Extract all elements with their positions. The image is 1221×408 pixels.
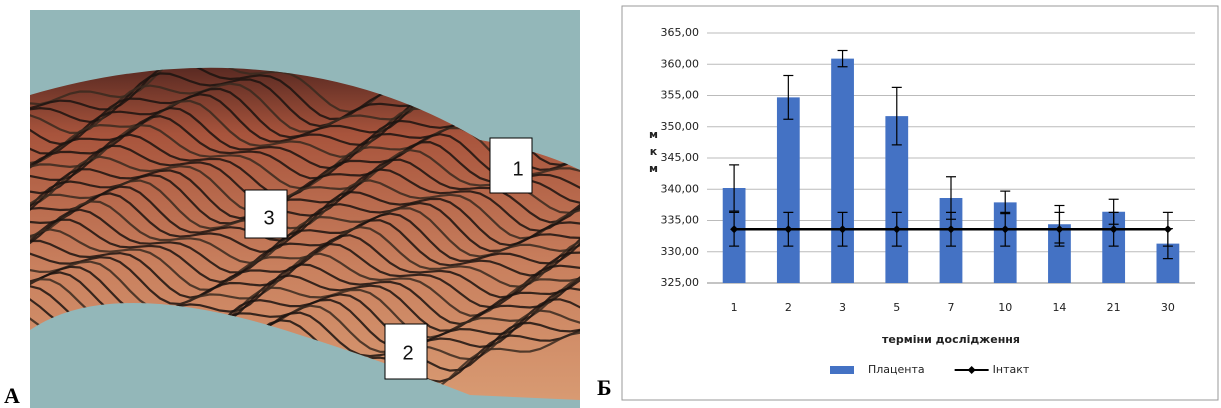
marker-box (384, 323, 428, 380)
y-tick-label: 365,00 (661, 26, 700, 39)
marker-label: 1 (512, 158, 523, 180)
legend-label: Інтакт (993, 363, 1030, 376)
y-tick-label: 325,00 (661, 276, 700, 289)
chart: 325,00 330,00 335,00 340,00 345,00 350,00 355,… (661, 26, 1195, 376)
y-axis-label: мкм (647, 128, 660, 179)
panel-label: Б (597, 375, 612, 400)
point (947, 225, 955, 234)
x-tick-label: 14 (1052, 301, 1066, 314)
legend-label: Плацента (868, 363, 925, 376)
x-tick-label: 30 (1161, 301, 1175, 314)
bar (1048, 224, 1071, 283)
x-tick-label: 10 (998, 301, 1012, 314)
lamella (30, 208, 580, 274)
x-tick-label: 7 (948, 301, 955, 314)
panel-label: А (4, 383, 20, 408)
legend-swatch (830, 366, 854, 374)
marker-box (489, 137, 533, 194)
histology-image (30, 10, 580, 408)
lamella (30, 185, 580, 247)
legend-swatch (967, 366, 976, 374)
point (730, 225, 739, 234)
y-tick-label: 340,00 (661, 182, 700, 195)
x-tick-label: 5 (893, 301, 900, 314)
marker-box (244, 189, 288, 239)
point (1055, 225, 1064, 234)
point (892, 225, 901, 234)
y-tick-label: 355,00 (661, 89, 700, 102)
error-bar (837, 49, 848, 68)
point (1163, 225, 1172, 234)
lamella (30, 234, 580, 299)
error-bar (783, 74, 794, 120)
point (838, 225, 847, 234)
point (784, 225, 793, 234)
error-bar (891, 86, 902, 146)
lamella (30, 200, 580, 265)
bar (776, 97, 800, 283)
marker-label: 3 (263, 207, 274, 229)
x-tick-label: 3 (839, 301, 846, 314)
bar (1156, 243, 1180, 283)
bar (831, 58, 854, 283)
lamella (30, 263, 580, 326)
point (1109, 225, 1118, 234)
y-tick-label: 330,00 (661, 245, 700, 258)
x-tick-label: 21 (1107, 301, 1121, 314)
lamella (30, 218, 580, 284)
marker-label: 2 (402, 342, 413, 364)
chart-frame (621, 5, 1219, 401)
y-tick-label: 345,00 (661, 151, 700, 164)
bar (885, 116, 909, 283)
y-tick-label: 335,00 (661, 214, 700, 227)
x-tick-label: 1 (731, 301, 738, 314)
y-tick-label: 360,00 (661, 57, 700, 70)
lamella (30, 67, 580, 113)
x-axis-label: терміни дослідження (882, 333, 1020, 346)
x-tick-label: 2 (785, 301, 792, 314)
point (1001, 225, 1010, 234)
error-bar (729, 164, 740, 212)
y-tick-label: 350,00 (661, 120, 700, 133)
